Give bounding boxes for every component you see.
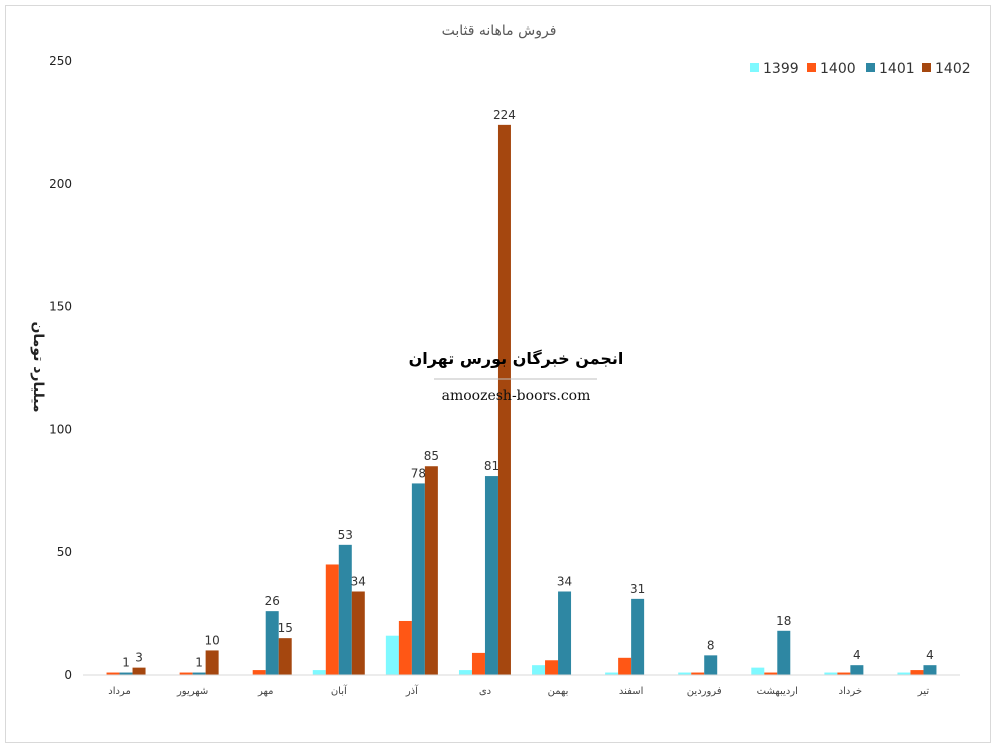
bar-1400 [471,652,485,675]
bar-1401 [338,544,352,675]
watermark-title: انجمن خبرگان بورس تهران [409,349,624,368]
watermark: انجمن خبرگان بورس تهران amoozesh-boors.c… [409,349,624,404]
data-label: 4 [853,648,861,662]
bar-1401 [850,665,864,675]
bar-1402 [278,638,292,675]
bar-1400 [252,670,266,675]
x-tick-label: تیر [917,686,930,697]
chart-title: فروش ماهانه قثابت [442,23,557,39]
bar-1399 [385,635,399,675]
y-tick-label: 250 [49,54,72,68]
legend-label: 1400 [820,61,856,77]
y-tick-label: 50 [57,545,72,559]
bar-1399 [678,672,692,675]
data-label: 3 [135,651,143,665]
bar-1402 [424,466,438,675]
y-tick-label: 200 [49,177,72,191]
bar-1401 [704,655,718,675]
data-label: 81 [484,459,499,473]
bar-series-group [106,124,937,675]
x-axis: مرداد شهریور مهر آبان آذر دی بهمن اسفند فروردین ا… [83,674,960,697]
bar-1400 [545,660,559,675]
bar-1401 [119,672,133,675]
bar-1400 [398,620,412,675]
bar-1399 [532,665,546,675]
bar-1399 [897,672,911,675]
bar-1402 [497,124,511,675]
x-tick-label: دی [479,686,491,697]
y-tick-label: 150 [49,300,72,314]
bar-1400 [910,670,924,675]
legend-swatch [750,63,759,72]
data-label: 53 [338,528,353,542]
y-tick-label: 0 [64,668,72,682]
data-label: 78 [411,466,426,480]
data-label: 34 [351,574,366,588]
data-label: 15 [278,621,293,635]
chart-frame [5,5,991,743]
legend-item-1401: 1401 [866,61,915,77]
bar-1399 [605,672,619,675]
y-tick-label: 100 [49,422,72,436]
watermark-url: amoozesh-boors.com [442,388,591,404]
legend-item-1400: 1400 [807,61,856,77]
y-axis: 0 50 100 150 200 250 [49,54,72,682]
data-label: 4 [926,648,934,662]
legend-swatch [866,63,875,72]
bar-1402 [351,591,365,675]
bar-1400 [325,564,339,675]
x-tick-label: خرداد [839,686,862,697]
bar-1400 [106,672,120,675]
x-tick-label: اردیبهشت [757,686,798,697]
data-label: 224 [493,108,516,122]
bar-1401 [265,611,279,675]
bar-1399 [824,672,838,675]
x-tick-label: مرداد [108,686,131,697]
bar-1401 [484,476,498,675]
data-label: 10 [204,633,219,647]
data-label: 34 [557,574,572,588]
legend-item-1402: 1402 [922,61,971,77]
bar-1401 [558,591,572,675]
legend-label: 1401 [879,61,915,77]
data-label: 8 [707,638,715,652]
legend: 1399 1400 1401 1402 [750,61,971,77]
bar-1401 [923,665,937,675]
x-tick-label: فروردین [687,686,722,697]
bar-1399 [751,667,765,675]
x-tick-label: آذر [405,684,419,697]
legend-label: 1399 [763,61,799,77]
x-tick-label: شهریور [176,686,208,697]
y-axis-label: میلیارد تومان [30,321,46,412]
legend-swatch [807,63,816,72]
data-label: 18 [776,614,791,628]
data-label: 26 [265,594,280,608]
data-label: 1 [122,656,130,670]
bar-1401 [777,630,791,675]
bar-1401 [411,483,425,675]
legend-swatch [922,63,931,72]
x-tick-label: مهر [257,686,273,697]
bar-1400 [179,672,193,675]
legend-item-1399: 1399 [750,61,799,77]
legend-label: 1402 [935,61,971,77]
bar-1402 [132,667,146,675]
data-label: 1 [195,656,203,670]
bar-1400 [764,672,778,675]
data-label: 85 [424,449,439,463]
bar-1400 [837,672,851,675]
bar-1400 [618,657,632,675]
bar-1401 [192,672,206,675]
data-label: 31 [630,582,645,596]
x-tick-label: اسفند [619,686,643,697]
x-tick-label: بهمن [548,686,569,697]
bar-1399 [312,670,326,675]
bar-1399 [458,670,472,675]
bar-1400 [691,672,705,675]
bar-1401 [631,598,645,675]
bar-1402 [205,650,219,675]
x-tick-label: آبان [331,684,348,697]
